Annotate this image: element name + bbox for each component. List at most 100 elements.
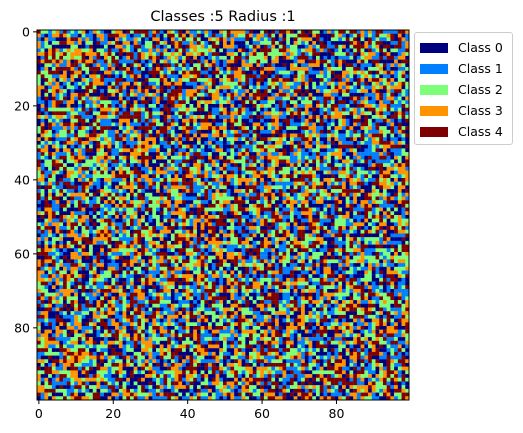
heatmap-cell — [301, 100, 305, 105]
heatmap-cell — [249, 44, 253, 49]
heatmap-cell — [379, 48, 384, 53]
heatmap-cell — [77, 178, 82, 182]
heatmap-cell — [115, 203, 119, 208]
heatmap-cell — [360, 155, 365, 160]
heatmap-cell — [405, 144, 410, 149]
heatmap-cell — [137, 178, 142, 182]
heatmap-cell — [219, 189, 224, 193]
heatmap-cell — [386, 141, 391, 145]
heatmap-cell — [278, 33, 283, 38]
heatmap-cell — [371, 55, 376, 60]
heatmap-cell — [59, 78, 64, 82]
heatmap-cell — [66, 74, 71, 79]
heatmap-cell — [401, 111, 406, 116]
heatmap-cell — [133, 78, 138, 82]
heatmap-cell — [55, 155, 60, 160]
heatmap-cell — [59, 59, 64, 64]
heatmap-cell — [70, 70, 75, 75]
heatmap-cell — [271, 166, 276, 171]
heatmap-cell — [275, 118, 279, 123]
heatmap-cell — [159, 122, 164, 127]
heatmap-cell — [100, 78, 105, 82]
heatmap-cell — [182, 89, 186, 94]
heatmap-cell — [301, 52, 305, 57]
heatmap-cell — [66, 203, 71, 208]
heatmap-cell — [40, 133, 45, 138]
heatmap-cell — [263, 70, 268, 75]
heatmap-cell — [219, 174, 224, 179]
heatmap-cell — [48, 129, 53, 134]
heatmap-cell — [286, 81, 291, 86]
heatmap-cell — [163, 200, 168, 205]
heatmap-cell — [193, 196, 198, 201]
heatmap-cell — [92, 44, 97, 49]
heatmap-cell — [312, 44, 317, 49]
heatmap-cell — [275, 85, 279, 90]
heatmap-cell — [237, 211, 242, 216]
heatmap-cell — [405, 111, 410, 116]
heatmap-cell — [44, 96, 49, 101]
heatmap-cell — [271, 100, 276, 105]
heatmap-cell — [115, 30, 119, 34]
heatmap-cell — [223, 104, 227, 108]
heatmap-cell — [122, 74, 127, 79]
heatmap-cell — [360, 141, 365, 145]
heatmap-cell — [405, 92, 410, 97]
heatmap-cell — [401, 33, 406, 38]
heatmap-cell — [48, 159, 53, 164]
heatmap-cell — [297, 141, 302, 145]
heatmap-cell — [55, 33, 60, 38]
heatmap-cell — [44, 74, 49, 79]
heatmap-cell — [111, 96, 116, 101]
heatmap-cell — [353, 92, 358, 97]
heatmap-cell — [126, 203, 131, 208]
heatmap-cell — [55, 207, 60, 212]
heatmap-cell — [126, 144, 131, 149]
heatmap-cell — [144, 122, 149, 127]
heatmap-cell — [382, 96, 387, 101]
heatmap-cell — [371, 52, 376, 57]
heatmap-cell — [81, 107, 86, 112]
heatmap-cell — [282, 211, 287, 216]
heatmap-cell — [360, 144, 365, 149]
heatmap-cell — [390, 92, 395, 97]
heatmap-cell — [286, 118, 291, 123]
heatmap-cell — [182, 52, 186, 57]
heatmap-cell — [312, 89, 317, 94]
heatmap-cell — [66, 163, 71, 168]
heatmap-cell — [144, 185, 149, 190]
heatmap-cell — [368, 48, 372, 53]
heatmap-cell — [204, 185, 209, 190]
heatmap-cell — [122, 159, 127, 164]
heatmap-cell — [200, 189, 205, 193]
heatmap-cell — [382, 67, 387, 71]
heatmap-cell — [249, 192, 253, 197]
heatmap-cell — [349, 37, 354, 42]
heatmap-cell — [334, 144, 339, 149]
heatmap-cell — [59, 92, 64, 97]
heatmap-cell — [278, 137, 283, 142]
heatmap-cell — [70, 89, 75, 94]
heatmap-cell — [267, 141, 272, 145]
heatmap-cell — [252, 70, 257, 75]
heatmap-cell — [163, 115, 168, 119]
heatmap-cell — [96, 189, 101, 193]
heatmap-cell — [286, 126, 291, 131]
heatmap-cell — [200, 41, 205, 45]
heatmap-cell — [401, 126, 406, 131]
heatmap-cell — [316, 59, 320, 64]
heatmap-cell — [353, 122, 358, 127]
heatmap-cell — [100, 89, 105, 94]
heatmap-cell — [234, 152, 239, 156]
heatmap-cell — [342, 200, 346, 205]
heatmap-cell — [342, 207, 346, 212]
heatmap-cell — [48, 111, 53, 116]
heatmap-cell — [256, 144, 261, 149]
heatmap-cell — [379, 107, 384, 112]
heatmap-cell — [304, 85, 309, 90]
heatmap-cell — [208, 207, 212, 212]
heatmap-cell — [353, 174, 358, 179]
heatmap-cell — [327, 211, 332, 216]
heatmap-cell — [353, 133, 358, 138]
heatmap-cell — [334, 104, 339, 108]
